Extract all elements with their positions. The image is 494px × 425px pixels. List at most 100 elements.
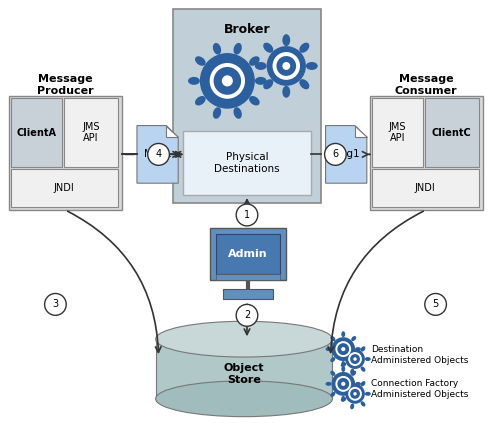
Text: JNDI: JNDI — [414, 183, 435, 193]
Bar — [372, 169, 479, 207]
Bar — [372, 98, 423, 167]
Ellipse shape — [350, 403, 354, 409]
Bar — [173, 9, 321, 203]
Text: Msg1: Msg1 — [144, 149, 171, 159]
Ellipse shape — [350, 369, 354, 374]
Ellipse shape — [195, 56, 206, 66]
Ellipse shape — [326, 347, 331, 351]
Ellipse shape — [234, 107, 242, 119]
FancyArrowPatch shape — [328, 211, 423, 352]
Bar — [183, 130, 311, 195]
Ellipse shape — [341, 351, 346, 356]
Ellipse shape — [156, 381, 332, 416]
Ellipse shape — [355, 382, 361, 386]
Circle shape — [331, 337, 355, 361]
Text: Administered Objects: Administered Objects — [371, 356, 468, 365]
Ellipse shape — [283, 86, 290, 98]
Circle shape — [325, 144, 346, 165]
Text: Physical
Destinations: Physical Destinations — [214, 152, 280, 174]
Text: Broker: Broker — [224, 23, 270, 36]
Text: Admin: Admin — [228, 249, 268, 259]
Text: Msg1: Msg1 — [332, 149, 360, 159]
Ellipse shape — [213, 107, 221, 119]
Ellipse shape — [361, 381, 366, 386]
Ellipse shape — [263, 42, 273, 53]
Ellipse shape — [365, 357, 371, 361]
Text: 4: 4 — [156, 149, 162, 159]
Polygon shape — [166, 125, 178, 138]
Bar — [425, 98, 479, 167]
Bar — [11, 98, 62, 167]
Ellipse shape — [249, 96, 260, 105]
Circle shape — [345, 384, 365, 404]
Text: Object
Store: Object Store — [224, 363, 264, 385]
Ellipse shape — [341, 396, 345, 402]
Text: 2: 2 — [244, 310, 250, 320]
Text: ClientA: ClientA — [17, 128, 57, 138]
Ellipse shape — [213, 43, 221, 54]
Bar — [223, 289, 273, 300]
Polygon shape — [326, 125, 367, 183]
Ellipse shape — [365, 392, 371, 396]
Ellipse shape — [306, 62, 318, 70]
Circle shape — [213, 67, 241, 95]
Bar — [370, 96, 483, 210]
Ellipse shape — [299, 42, 309, 53]
Text: JNDI: JNDI — [54, 183, 75, 193]
Ellipse shape — [361, 366, 366, 372]
Circle shape — [337, 343, 349, 355]
Bar — [209, 228, 287, 280]
Circle shape — [335, 341, 351, 357]
Circle shape — [341, 347, 345, 351]
Ellipse shape — [351, 392, 356, 397]
Text: 3: 3 — [52, 299, 58, 309]
Ellipse shape — [188, 77, 200, 85]
Polygon shape — [137, 125, 178, 183]
Circle shape — [341, 382, 345, 386]
Text: Message
Producer: Message Producer — [38, 74, 94, 96]
Text: JMS
API: JMS API — [389, 122, 406, 143]
Ellipse shape — [330, 357, 335, 362]
Text: Message
Consumer: Message Consumer — [395, 74, 457, 96]
Bar — [11, 169, 118, 207]
FancyArrowPatch shape — [68, 211, 161, 352]
Circle shape — [348, 387, 362, 401]
Ellipse shape — [341, 331, 345, 337]
Ellipse shape — [330, 336, 335, 341]
Text: ClientC: ClientC — [431, 128, 471, 138]
Ellipse shape — [351, 336, 356, 341]
Bar — [215, 274, 281, 280]
Ellipse shape — [350, 378, 354, 384]
Circle shape — [345, 349, 365, 369]
Circle shape — [331, 372, 355, 396]
Text: Destination: Destination — [371, 345, 423, 354]
Circle shape — [236, 204, 258, 226]
Bar — [9, 96, 122, 210]
Ellipse shape — [255, 77, 267, 85]
Ellipse shape — [341, 363, 346, 367]
Ellipse shape — [283, 34, 290, 46]
Circle shape — [353, 357, 357, 361]
Ellipse shape — [361, 346, 366, 351]
Text: 6: 6 — [332, 149, 338, 159]
Ellipse shape — [156, 321, 332, 357]
Ellipse shape — [341, 397, 346, 402]
Text: Connection Factory: Connection Factory — [371, 380, 458, 388]
Circle shape — [209, 63, 245, 99]
Circle shape — [335, 376, 351, 392]
Circle shape — [425, 294, 447, 315]
Text: JMS
API: JMS API — [82, 122, 99, 143]
Ellipse shape — [341, 386, 346, 391]
Ellipse shape — [351, 357, 356, 362]
Ellipse shape — [351, 371, 356, 376]
Text: 1: 1 — [244, 210, 250, 220]
Circle shape — [350, 389, 360, 399]
Ellipse shape — [341, 361, 345, 367]
Bar — [64, 98, 118, 167]
Ellipse shape — [355, 347, 361, 351]
Circle shape — [337, 378, 349, 390]
Ellipse shape — [350, 343, 354, 349]
Ellipse shape — [361, 401, 366, 407]
Circle shape — [353, 392, 357, 396]
Ellipse shape — [249, 56, 260, 66]
